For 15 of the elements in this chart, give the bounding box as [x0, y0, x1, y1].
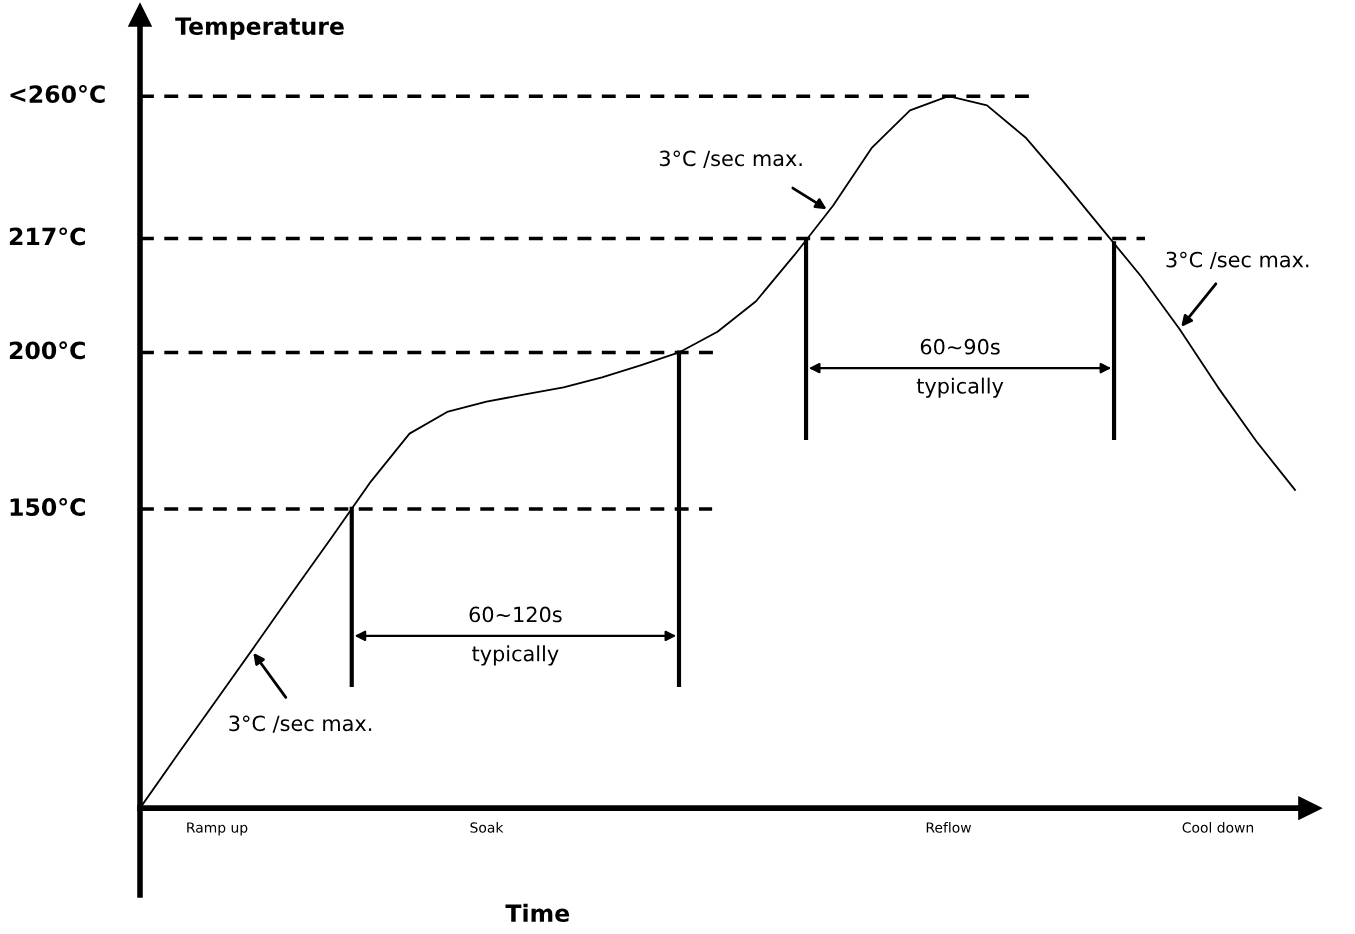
x-tick-label: Reflow [926, 822, 971, 833]
x-axis-title: Time [505, 903, 570, 923]
annotation: 60~90s typically [916, 338, 1004, 398]
ref-line-label: <260°C [10, 84, 105, 104]
ref-line-label: 150°C [10, 497, 85, 516]
x-tick-label: Ramp up [187, 822, 248, 836]
annotation: 3°C /sec max. [229, 715, 372, 733]
x-tick-label: Soak [470, 822, 504, 833]
y-axis-title: Temperature [175, 17, 344, 40]
x-tick-label: Cool down [1182, 822, 1254, 833]
ref-line-label: 217°C [9, 227, 85, 246]
ref-line-label: 200°C [9, 341, 85, 360]
annotation: 3°C /sec max. [659, 150, 802, 168]
annotation: 60~120s typically [469, 606, 562, 666]
annotation: 3°C /sec max. [1166, 251, 1309, 270]
